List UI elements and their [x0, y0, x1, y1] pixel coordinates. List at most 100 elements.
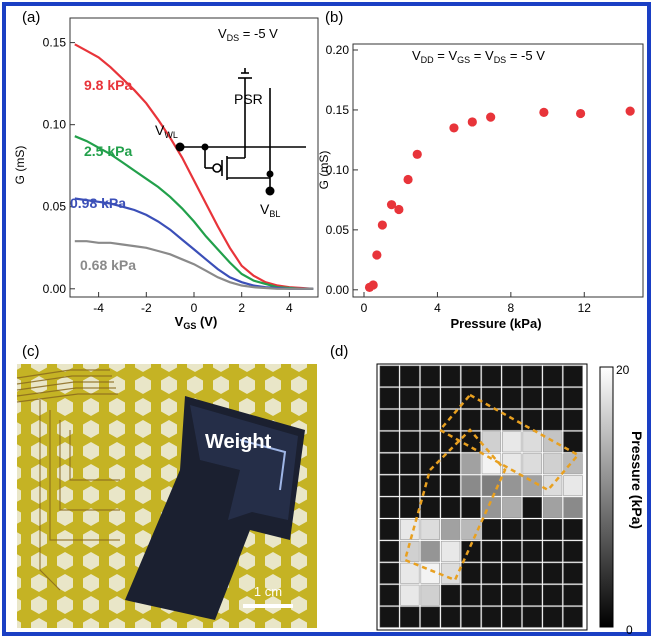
panel-b-ylabel: G (mS) [317, 151, 331, 190]
pressure-cell [563, 365, 583, 387]
pressure-cell [522, 453, 542, 475]
pressure-cell [481, 518, 502, 540]
panel-a-ytick-label: 0.10 [43, 118, 67, 132]
pressure-cell [542, 606, 563, 628]
pressure-cell [461, 387, 481, 409]
pressure-cell [400, 475, 420, 497]
pressure-cell [522, 606, 542, 628]
pressure-cell [563, 387, 583, 409]
colorbar [599, 366, 614, 628]
pressure-cell [420, 365, 440, 387]
panel-a-series-3 [74, 240, 314, 290]
circuit-bl-label: VBL [260, 201, 280, 219]
pressure-cell [400, 431, 420, 453]
panel-b-xtick-label: 0 [361, 301, 368, 315]
pressure-cell [379, 562, 400, 584]
panel-b-ytick-label: 0.05 [326, 223, 350, 237]
panel-b-point [386, 200, 397, 210]
pressure-cell [502, 584, 522, 606]
panel-a-xtick-label: 0 [191, 301, 198, 315]
pressure-cell [420, 431, 440, 453]
panel-b-point [486, 112, 496, 122]
pressure-cell [400, 365, 420, 387]
pressure-cell [481, 387, 502, 409]
panel-a-axes: -4 -2 0 2 4 0.00 0.05 0.10 0.15 [43, 36, 293, 315]
pressure-cell [379, 431, 400, 453]
panel-a-label: (a) [22, 9, 40, 26]
pressure-cell [379, 518, 400, 540]
panel-a-chart: -4 -2 0 2 4 0.00 0.05 0.10 0.15 VDS = -5 V 9.8 k… [13, 17, 319, 331]
pressure-cell [440, 365, 461, 387]
pressure-cell [502, 365, 522, 387]
panel-b-point [377, 220, 387, 230]
pressure-cell [542, 540, 563, 562]
circuit-wl-label: VWL [155, 122, 178, 140]
pressure-cell [522, 387, 542, 409]
panel-b-point [625, 106, 635, 116]
panel-b-point [394, 204, 404, 215]
pressure-cell [420, 584, 440, 606]
pressure-cell [420, 387, 440, 409]
pressure-cell [420, 606, 440, 628]
panel-b-point [403, 174, 413, 185]
pressure-cell [461, 409, 481, 431]
colorbar-max: 20 [616, 363, 630, 377]
pressure-cell [522, 365, 542, 387]
pressure-cell [420, 409, 440, 431]
pressure-cell [481, 431, 502, 453]
pressure-cell [522, 409, 542, 431]
pressure-cell [502, 387, 522, 409]
pressure-cell [563, 497, 583, 518]
panel-b-points [364, 106, 635, 293]
pressure-cell [522, 431, 542, 453]
pressure-cell [563, 584, 583, 606]
panel-a-ytick-label: 0.05 [43, 200, 67, 214]
pressure-cell [522, 540, 542, 562]
pressure-cell [502, 497, 522, 518]
panel-c-photo: Weight 1 cm [16, 364, 317, 628]
pressure-cell [379, 365, 400, 387]
pressure-cell [440, 387, 461, 409]
pressure-cell [440, 562, 461, 584]
pressure-cell [420, 475, 440, 497]
panel-a-curves [74, 43, 314, 290]
pressure-cell [379, 497, 400, 518]
pressure-cell [563, 562, 583, 584]
pressure-cell [420, 453, 440, 475]
pressure-cell [481, 540, 502, 562]
panel-b-point [372, 250, 382, 260]
pressure-cell [379, 540, 400, 562]
pressure-cell [542, 584, 563, 606]
pressure-cell [502, 562, 522, 584]
pressure-cell [461, 475, 481, 497]
pressure-cell [522, 518, 542, 540]
panel-b-xtick-label: 12 [578, 301, 592, 315]
pressure-cell [400, 584, 420, 606]
pressure-cell [461, 453, 481, 475]
pressure-cell [400, 562, 420, 584]
circuit-node-junction [201, 143, 209, 151]
pressure-cell [461, 562, 481, 584]
panel-a-xtick-label: -4 [93, 301, 104, 315]
pressure-cell [502, 518, 522, 540]
panel-a-xtick-label: 4 [286, 301, 293, 315]
circuit-psr-label: PSR [234, 91, 263, 107]
panel-b-ytick-label: 0.10 [326, 163, 350, 177]
panel-b-point [467, 117, 477, 127]
pressure-cell [440, 584, 461, 606]
pressure-cell [542, 518, 563, 540]
weight-label: Weight [205, 431, 272, 453]
pressure-cell [542, 409, 563, 431]
pressure-cell [440, 497, 461, 518]
panel-d-label: (d) [330, 343, 348, 360]
panel-a-ytick-label: 0.15 [43, 36, 67, 50]
panel-d-pressure-map: 20 0 Pressure (kPa) [376, 363, 645, 637]
pressure-cell [481, 497, 502, 518]
panel-c-label: (c) [22, 343, 40, 360]
pressure-cell [563, 475, 583, 497]
pressure-cell [440, 431, 461, 453]
panel-a-condition: VDS = -5 V [218, 26, 278, 43]
pressure-cell [502, 540, 522, 562]
pressure-cell [542, 497, 563, 518]
